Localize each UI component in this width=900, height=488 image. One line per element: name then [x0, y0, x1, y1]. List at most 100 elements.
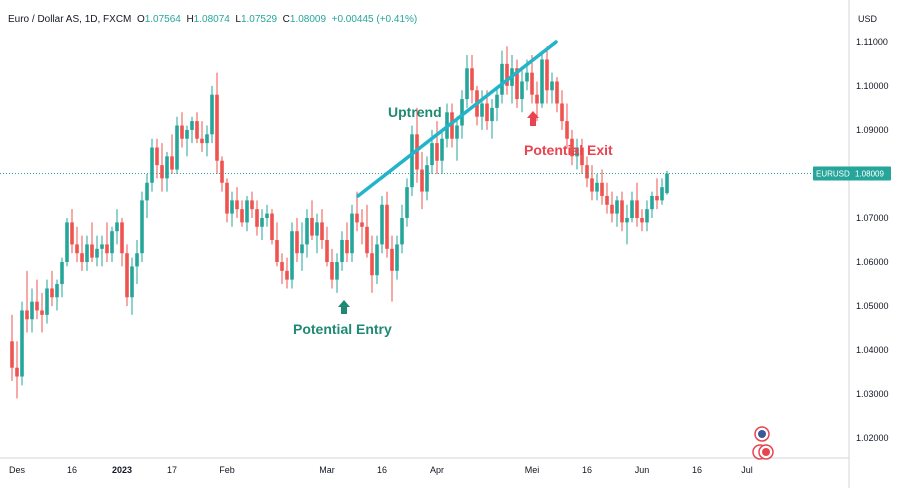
candle-body	[615, 200, 619, 214]
candle-body	[545, 59, 549, 91]
candle	[10, 314, 14, 381]
candle	[315, 213, 319, 254]
candle-body	[105, 244, 109, 254]
price-axis[interactable]: 1.02000 1.03000 1.04000 1.05000 1.06000 1.070…	[856, 37, 889, 443]
candle-body	[125, 253, 129, 298]
candle	[505, 46, 509, 95]
candle-body	[80, 253, 84, 263]
exit-label: Potential Exit	[524, 142, 613, 158]
exit-arrow-icon	[527, 111, 539, 126]
candle	[395, 235, 399, 280]
legend-low-label: L	[235, 14, 241, 25]
candle	[560, 90, 564, 130]
candle-body	[300, 244, 304, 254]
entry-label: Potential Entry	[293, 321, 392, 337]
candle-body	[100, 244, 104, 249]
candle-body	[400, 217, 404, 245]
candle	[270, 209, 274, 245]
candle	[170, 134, 174, 174]
news-flag-icon[interactable]	[752, 426, 774, 460]
candle	[570, 129, 574, 166]
candle-body	[225, 182, 229, 214]
candle	[535, 81, 539, 122]
candle	[45, 279, 49, 324]
uptrend-line	[356, 40, 558, 198]
legend-low: 1.07529	[240, 14, 278, 25]
candle-body	[135, 253, 139, 267]
candle	[490, 99, 494, 139]
y-tick-label: 1.02000	[856, 433, 889, 443]
candle	[65, 217, 69, 267]
candle	[465, 55, 469, 108]
candle	[165, 151, 169, 192]
candle	[580, 138, 584, 174]
candle-body	[70, 222, 74, 245]
candle-body	[120, 222, 124, 254]
candle-body	[270, 213, 274, 241]
price-badge-value: 1.08009	[855, 170, 884, 179]
candle-body	[180, 125, 184, 139]
candle-body	[360, 222, 364, 227]
candle-body	[315, 222, 319, 236]
candle	[245, 195, 249, 232]
candle	[240, 200, 244, 227]
candle-body	[655, 195, 659, 201]
candle	[355, 191, 359, 232]
candle	[160, 143, 164, 192]
candle	[305, 209, 309, 258]
candle-body	[460, 99, 464, 126]
candle	[610, 191, 614, 223]
candle-body	[170, 156, 174, 170]
candle-body	[35, 301, 39, 311]
candle	[15, 341, 19, 399]
candle	[660, 178, 664, 205]
candle	[590, 165, 594, 201]
candle-body	[340, 240, 344, 263]
candle-body	[600, 182, 604, 196]
y-tick-label: 1.06000	[856, 257, 889, 267]
candle-body	[515, 68, 519, 100]
candle	[470, 55, 474, 104]
entry-arrow-icon	[338, 300, 350, 314]
candle-body	[115, 222, 119, 232]
candle-body	[505, 63, 509, 86]
candle-body	[65, 222, 69, 263]
candle	[375, 235, 379, 285]
candle-body	[305, 217, 309, 245]
candle-body	[205, 134, 209, 144]
candle	[250, 191, 254, 218]
candle-body	[20, 310, 24, 377]
candle-body	[480, 103, 484, 117]
candle-body	[390, 248, 394, 271]
candle	[665, 170, 669, 195]
candle	[225, 178, 229, 223]
candle	[190, 116, 194, 144]
candle	[175, 116, 179, 174]
candle	[70, 209, 74, 254]
candle	[325, 226, 329, 267]
candle	[555, 77, 559, 113]
candle	[595, 173, 599, 201]
candle-body	[155, 147, 159, 166]
legend-close: 1.08009	[289, 14, 327, 25]
candle-body	[520, 81, 524, 100]
candle	[260, 209, 264, 241]
x-tick-label: Apr	[430, 465, 444, 475]
candle	[85, 235, 89, 271]
candle-body	[575, 147, 579, 157]
candle-body	[260, 217, 264, 227]
candle-body	[75, 244, 79, 254]
price-badge-symbol: EURUSD	[816, 170, 850, 179]
y-tick-label: 1.07000	[856, 213, 889, 223]
time-axis[interactable]: Des 16 2023 17 Feb Mar 16 Apr Mei 16 Jun 16 Jul	[9, 465, 753, 475]
candle-body	[285, 270, 289, 280]
candle	[255, 200, 259, 236]
candle	[390, 235, 394, 302]
candle	[370, 235, 374, 293]
y-tick-label: 1.04000	[856, 345, 889, 355]
candle-body	[345, 240, 349, 254]
y-tick-label: 1.10000	[856, 81, 889, 91]
legend-high-label: H	[186, 14, 194, 25]
candle	[515, 59, 519, 108]
